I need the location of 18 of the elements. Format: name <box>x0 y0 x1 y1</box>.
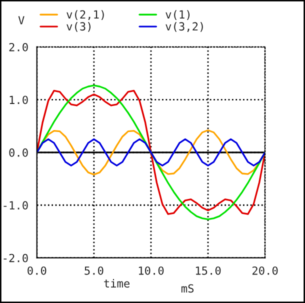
y-tick-label: 1.0 <box>10 96 28 104</box>
y-tick-label: 2.0 <box>9 42 28 52</box>
x-tick-label: 0.0 <box>28 266 46 275</box>
y-axis-title: V <box>18 16 24 24</box>
x-tick-label: 10.0 <box>138 266 164 275</box>
line-series <box>36 138 266 166</box>
x-tick-label: 5.0 <box>84 266 104 275</box>
y-tick-label: -2.0 <box>4 254 28 262</box>
legend-label: v(1) <box>166 10 190 20</box>
legend-label: v(3,2) <box>166 22 203 32</box>
legend-label: v(2,1) <box>66 10 104 20</box>
y-tick-label: -1.0 <box>4 201 28 210</box>
x-axis-title: time <box>104 279 130 288</box>
x-tick-label: 20.0 <box>252 266 278 275</box>
y-tick-label: 0.0 <box>9 148 28 157</box>
legend-label: v(3) <box>66 22 90 32</box>
text: mS <box>181 284 194 293</box>
x-tick-label: 15.0 <box>196 266 221 275</box>
